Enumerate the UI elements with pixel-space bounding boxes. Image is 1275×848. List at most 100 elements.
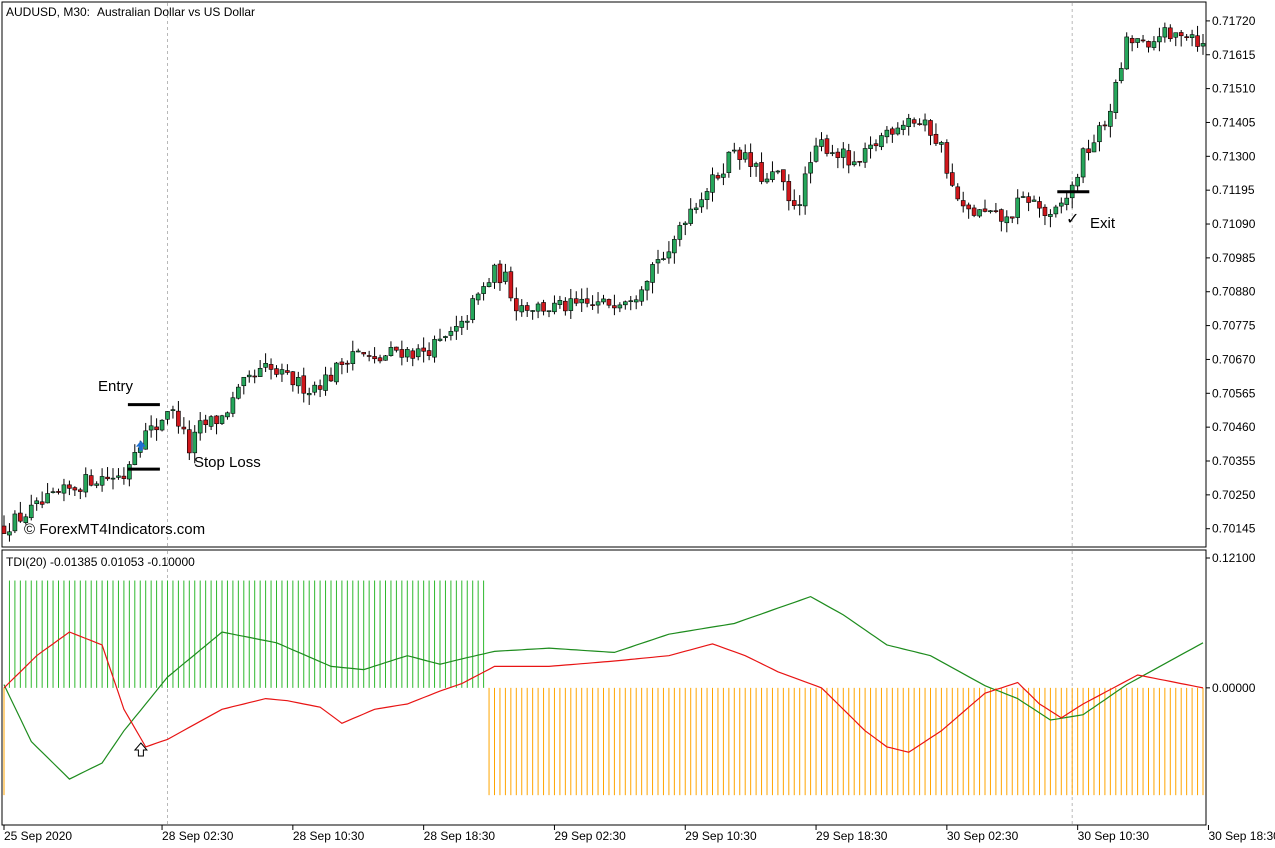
candle-body [742,152,748,160]
candle-body [906,117,912,127]
candle-body [1184,36,1189,38]
candle-body [688,208,694,224]
time-tick-label: 28 Sep 02:30 [162,829,234,843]
price-tick-label: 0.70565 [1212,386,1256,400]
price-tick-label: 0.70460 [1212,420,1256,434]
candle-body [1091,142,1097,153]
candle-body [28,504,34,519]
candle-body [1135,38,1140,43]
candle-body [426,350,432,356]
exit-checkmark-icon: ✓ [1066,211,1079,228]
candle-body [710,174,715,193]
watermark: © ForexMT4Indicators.com [24,521,205,538]
candle-body [524,305,530,311]
candle-body [650,264,655,283]
time-tick-label: 28 Sep 18:30 [424,829,496,843]
candle-body [176,410,181,427]
price-tick-label: 0.70145 [1212,522,1256,536]
candle-body [1151,41,1157,48]
candle-body [1009,216,1015,219]
candle-body [917,123,922,125]
candle-body [639,289,644,302]
candle-body [999,209,1004,222]
candle-body [693,207,699,210]
candle-body [982,208,988,212]
candle-body [993,210,999,212]
candle-body [410,350,416,359]
price-tick-label: 0.70670 [1212,352,1256,366]
candle-body [328,374,334,382]
candle-body [56,491,61,493]
price-tick-label: 0.71510 [1212,82,1256,96]
time-tick-label: 28 Sep 10:30 [293,829,365,843]
candle-body [12,513,18,532]
entry-label: Entry [98,378,134,395]
candle-body [475,293,481,301]
candle-body [704,191,710,200]
candle-body [257,368,263,377]
candle-body [966,204,971,210]
candle-body [45,493,50,504]
time-tick-label: 25 Sep 2020 [4,829,72,843]
candle-body [802,173,808,207]
candle-body [203,419,208,426]
candle-body [819,139,824,147]
candle-body [846,150,852,166]
candle-body [1086,148,1091,154]
price-tick-label: 0.71090 [1212,217,1256,231]
candle-body [612,305,617,309]
candle-body [470,298,476,320]
candle-body [797,204,803,206]
candle-body [170,409,176,412]
exit-label: Exit [1090,215,1116,232]
candle-body [1173,32,1179,38]
candle-body [786,181,792,202]
candle-body [933,133,939,144]
candle-body [813,145,819,162]
candle-body [443,336,448,338]
candle-body [557,300,563,305]
candle-body [1042,206,1048,216]
candle-body [415,348,421,358]
candle-body [208,416,214,427]
candle-body [1140,39,1146,42]
candle-body [383,355,388,361]
candle-body [595,301,601,306]
candle-body [481,286,486,294]
candle-body [334,362,339,383]
candle-body [306,393,312,396]
candle-body [263,363,268,368]
candle-body [1031,199,1037,202]
candle-body [590,304,595,306]
tdi-red-line [3,631,1204,753]
candle-body [448,331,454,336]
time-tick-label: 30 Sep 02:30 [947,829,1019,843]
candle-body [1080,148,1086,178]
candle-body [873,143,879,147]
candle-body [241,376,247,387]
candle-body [971,207,977,216]
candle-body [23,516,29,523]
candle-body [486,282,492,287]
price-tick-label: 0.71195 [1212,183,1255,197]
candle-body [879,135,884,148]
candle-body [399,349,405,358]
candle-body [895,127,901,135]
candle-body [633,299,639,303]
candle-body [110,477,116,480]
candle-body [181,426,187,430]
candle-body [748,152,753,167]
candle-body [18,512,23,522]
price-tick-label: 0.71720 [1212,14,1256,28]
candle-body [835,151,841,158]
candle-body [437,338,443,341]
candle-body [1064,197,1070,205]
candle-body [34,500,40,505]
candle-body [759,162,764,182]
candle-body [644,280,650,291]
candle-body [165,411,170,420]
candle-body [824,138,830,154]
candle-body [666,251,672,259]
candle-body [655,259,661,264]
